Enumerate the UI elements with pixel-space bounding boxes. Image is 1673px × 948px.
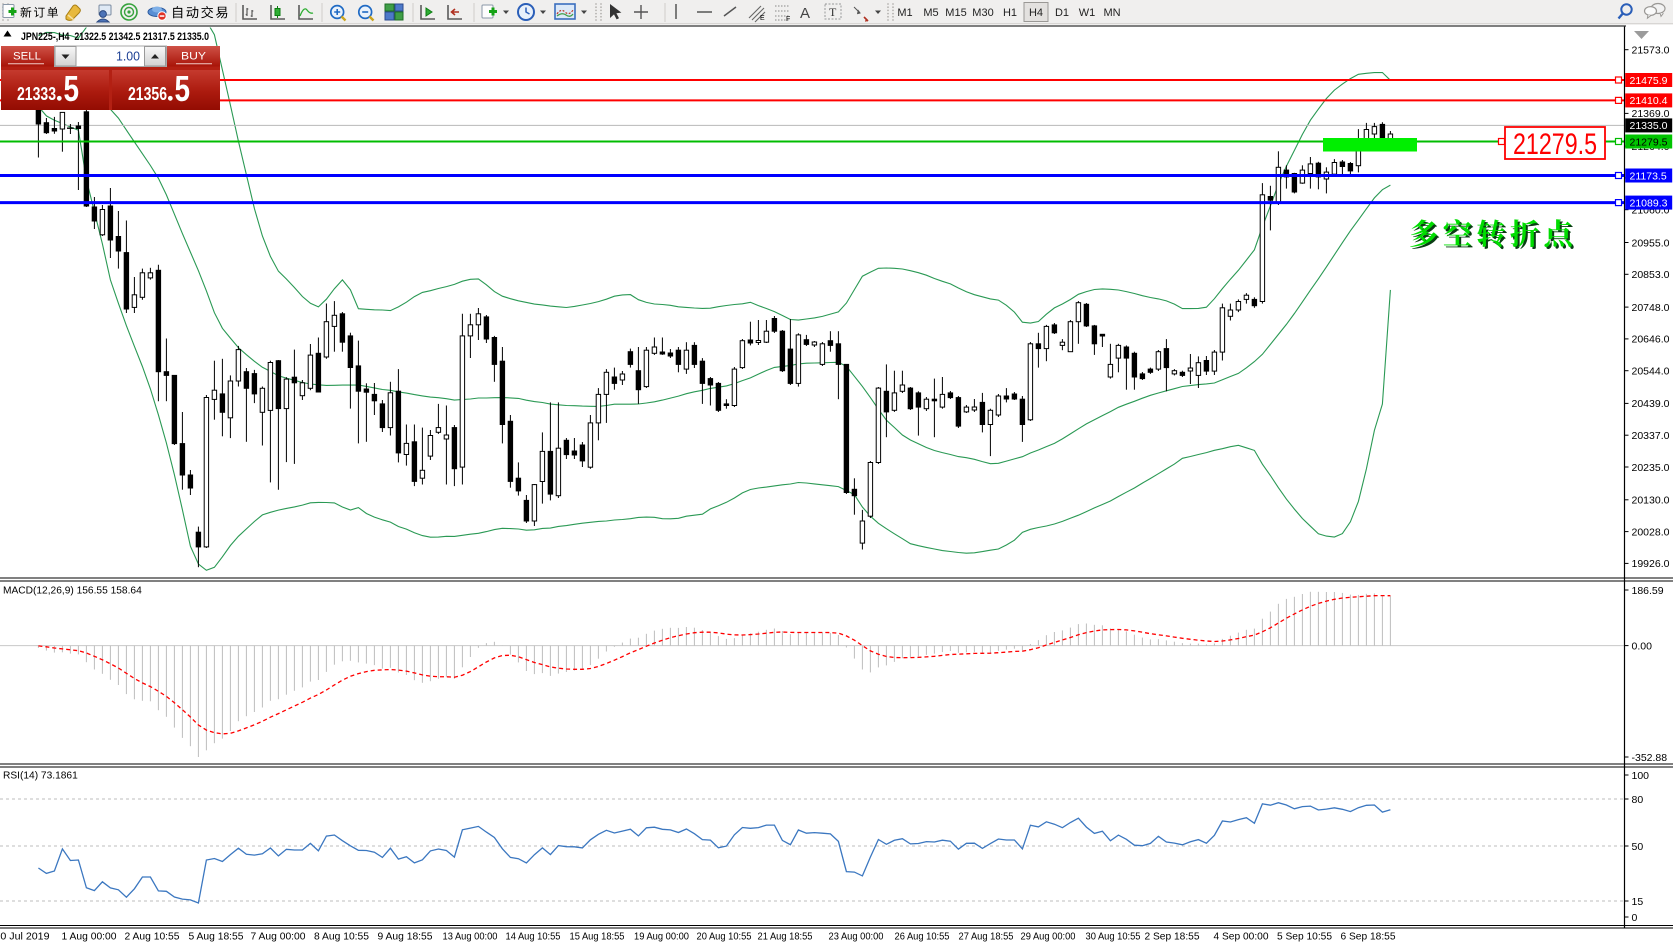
svg-text:M5: M5 — [923, 7, 938, 19]
svg-text:21335.0: 21335.0 — [1630, 120, 1668, 132]
svg-text:20544.0: 20544.0 — [1632, 366, 1670, 378]
svg-text:9 Aug 18:55: 9 Aug 18:55 — [378, 931, 433, 943]
svg-text:50: 50 — [1632, 841, 1644, 853]
svg-text:30 Aug 10:55: 30 Aug 10:55 — [1086, 931, 1141, 943]
svg-text:20 Aug 10:55: 20 Aug 10:55 — [697, 931, 752, 943]
svg-text:1 Aug 00:00: 1 Aug 00:00 — [62, 931, 117, 943]
svg-text:26 Aug 10:55: 26 Aug 10:55 — [895, 931, 950, 943]
svg-text:21475.9: 21475.9 — [1630, 75, 1668, 87]
svg-text:20748.0: 20748.0 — [1632, 302, 1670, 314]
svg-text:2 Sep 18:55: 2 Sep 18:55 — [1145, 931, 1200, 943]
svg-text:7 Aug 00:00: 7 Aug 00:00 — [251, 931, 306, 943]
svg-text:15: 15 — [1632, 896, 1644, 908]
svg-text:21333: 21333 — [17, 84, 56, 104]
svg-text:20028.0: 20028.0 — [1632, 526, 1670, 538]
svg-text:100: 100 — [1632, 770, 1650, 782]
svg-text:30 Jul 2019: 30 Jul 2019 — [0, 931, 50, 943]
svg-text:21279.5: 21279.5 — [1630, 136, 1668, 148]
svg-text:A: A — [800, 5, 810, 22]
svg-text:20853.0: 20853.0 — [1632, 269, 1670, 281]
svg-text:M30: M30 — [972, 7, 993, 19]
svg-text:D1: D1 — [1055, 7, 1069, 19]
svg-text:0.00: 0.00 — [1632, 641, 1653, 653]
svg-text:15 Aug 18:55: 15 Aug 18:55 — [570, 931, 625, 943]
svg-text:MN: MN — [1103, 7, 1120, 19]
svg-text:JPN225-,H4 21322.5 21342.5 21: JPN225-,H4 21322.5 21342.5 21317.5 21335… — [21, 31, 209, 43]
svg-text:2 Aug 10:55: 2 Aug 10:55 — [125, 931, 180, 943]
svg-text:19926.0: 19926.0 — [1632, 558, 1670, 570]
svg-text:29 Aug 00:00: 29 Aug 00:00 — [1021, 931, 1076, 943]
svg-text:SELL: SELL — [13, 51, 41, 63]
svg-text:4 Sep 00:00: 4 Sep 00:00 — [1214, 931, 1269, 943]
svg-text:5: 5 — [64, 68, 80, 109]
svg-text:13 Aug 00:00: 13 Aug 00:00 — [443, 931, 498, 943]
svg-text:5: 5 — [175, 68, 191, 109]
svg-text:20337.0: 20337.0 — [1632, 430, 1670, 442]
svg-text:21089.3: 21089.3 — [1630, 197, 1668, 209]
svg-text:E: E — [760, 15, 765, 22]
svg-text:21173.5: 21173.5 — [1630, 170, 1667, 182]
svg-text:H4: H4 — [1029, 7, 1043, 19]
svg-text:W1: W1 — [1079, 7, 1096, 19]
svg-text:RSI(14) 73.1861: RSI(14) 73.1861 — [3, 771, 78, 782]
svg-text:H1: H1 — [1003, 7, 1017, 19]
svg-text:20130.0: 20130.0 — [1632, 495, 1670, 507]
svg-text:MACD(12,26,9) 156.55 158.64: MACD(12,26,9) 156.55 158.64 — [3, 586, 142, 597]
svg-text:21410.4: 21410.4 — [1630, 95, 1668, 107]
svg-text:8 Aug 10:55: 8 Aug 10:55 — [314, 931, 369, 943]
svg-text:21279.5: 21279.5 — [1513, 128, 1597, 161]
svg-text:21369.0: 21369.0 — [1632, 108, 1670, 120]
svg-text:M15: M15 — [945, 7, 966, 19]
svg-text:19 Aug 00:00: 19 Aug 00:00 — [634, 931, 689, 943]
svg-text:21 Aug 18:55: 21 Aug 18:55 — [758, 931, 813, 943]
svg-text:27 Aug 18:55: 27 Aug 18:55 — [959, 931, 1014, 943]
svg-text:BUY: BUY — [181, 51, 207, 63]
svg-text:F: F — [786, 16, 790, 23]
svg-text:5 Aug 18:55: 5 Aug 18:55 — [189, 931, 244, 943]
svg-text:23 Aug 00:00: 23 Aug 00:00 — [829, 931, 884, 943]
svg-text:T: T — [829, 5, 837, 19]
svg-text:5 Sep 10:55: 5 Sep 10:55 — [1277, 931, 1332, 943]
svg-text:0: 0 — [1632, 912, 1638, 924]
svg-text:21573.0: 21573.0 — [1632, 45, 1670, 57]
svg-text:20439.0: 20439.0 — [1632, 398, 1670, 410]
svg-text:21356: 21356 — [128, 84, 167, 104]
svg-text:M1: M1 — [897, 7, 912, 19]
svg-text:20646.0: 20646.0 — [1632, 334, 1670, 346]
svg-text:186.59: 186.59 — [1632, 585, 1664, 597]
svg-text:-352.88: -352.88 — [1632, 752, 1668, 764]
svg-text:20955.0: 20955.0 — [1632, 237, 1670, 249]
svg-text:6 Sep 18:55: 6 Sep 18:55 — [1341, 931, 1396, 943]
svg-text:80: 80 — [1632, 794, 1644, 806]
svg-text:14 Aug 10:55: 14 Aug 10:55 — [506, 931, 561, 943]
svg-text:1.00: 1.00 — [116, 50, 140, 64]
svg-text:20235.0: 20235.0 — [1632, 462, 1670, 474]
